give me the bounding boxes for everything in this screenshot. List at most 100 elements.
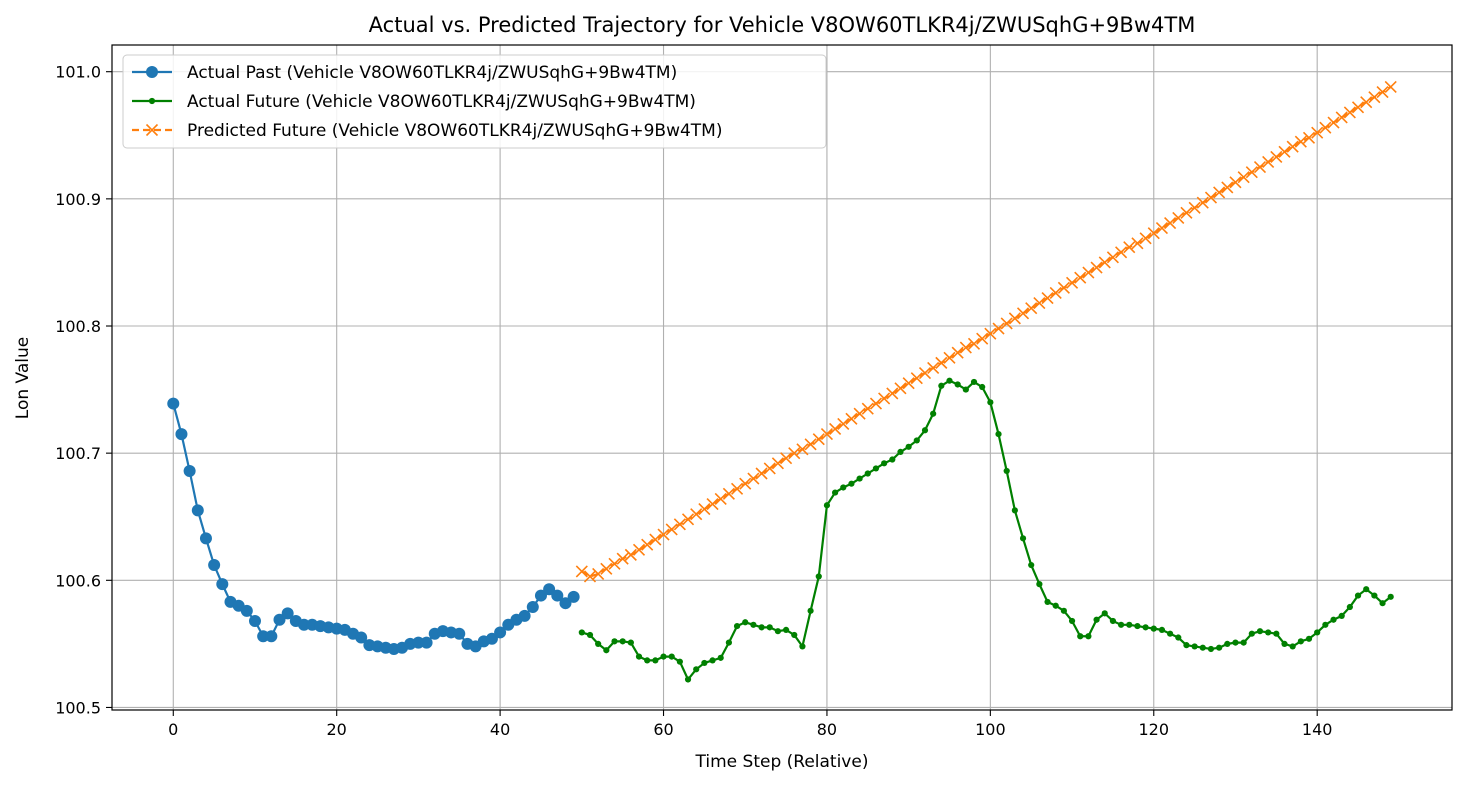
data-point xyxy=(930,410,937,417)
data-point xyxy=(1155,222,1169,235)
data-point xyxy=(649,533,662,546)
data-point xyxy=(690,508,703,521)
data-point xyxy=(812,433,825,446)
x-marker-stroke xyxy=(1016,307,1030,320)
x-marker-stroke xyxy=(943,351,956,364)
data-point xyxy=(1093,616,1100,623)
legend-box xyxy=(122,54,827,149)
data-point xyxy=(1314,629,1321,636)
x-marker-stroke xyxy=(641,538,654,551)
data-point xyxy=(1065,276,1079,289)
series-line xyxy=(581,86,1392,578)
data-point xyxy=(881,460,888,467)
data-point xyxy=(1150,625,1157,632)
series-0 xyxy=(167,397,580,655)
data-point xyxy=(420,636,433,649)
x-marker-stroke xyxy=(976,332,989,345)
data-point xyxy=(927,361,940,375)
x-marker-stroke xyxy=(1213,186,1226,199)
x-marker-stroke xyxy=(681,513,695,526)
data-point xyxy=(959,341,972,354)
x-marker-stroke xyxy=(1204,191,1218,204)
x-marker-stroke xyxy=(1319,121,1332,134)
data-point xyxy=(693,666,700,673)
data-point xyxy=(632,543,646,556)
data-point xyxy=(1253,160,1267,174)
x-marker-stroke xyxy=(1237,171,1250,184)
data-point xyxy=(861,402,874,415)
y-tick-label: 100.6 xyxy=(55,571,101,590)
data-point xyxy=(1297,638,1304,645)
data-point xyxy=(485,632,498,645)
data-point xyxy=(799,643,806,650)
legend-marker xyxy=(148,97,156,105)
x-marker-stroke xyxy=(1327,116,1340,129)
data-point xyxy=(681,513,695,526)
data-point xyxy=(1335,111,1348,124)
data-point xyxy=(567,590,580,603)
y-tick-label: 100.9 xyxy=(55,190,101,209)
data-point xyxy=(954,381,961,388)
x-marker-stroke xyxy=(1229,176,1242,189)
y-tick-label: 100.5 xyxy=(55,698,101,717)
data-point xyxy=(1360,96,1373,109)
data-point xyxy=(905,443,912,450)
data-point xyxy=(913,437,920,444)
data-point xyxy=(878,392,891,405)
data-point xyxy=(1139,232,1152,245)
data-point xyxy=(1330,616,1337,623)
data-point xyxy=(869,397,883,410)
data-point xyxy=(1074,271,1087,284)
legend-label: Predicted Future (Vehicle V8OW60TLKR4j/Z… xyxy=(187,121,722,141)
data-point xyxy=(1060,607,1067,614)
data-point xyxy=(717,654,724,661)
data-point xyxy=(962,386,969,393)
data-point xyxy=(1183,642,1190,649)
x-marker-stroke xyxy=(1008,312,1021,325)
x-marker-stroke xyxy=(845,412,858,425)
data-point xyxy=(1343,106,1356,119)
data-point xyxy=(725,639,732,646)
data-point xyxy=(1085,633,1092,640)
x-marker-stroke xyxy=(690,508,703,521)
x-marker-stroke xyxy=(1188,201,1201,214)
data-point xyxy=(921,427,929,434)
data-point xyxy=(191,504,204,517)
data-point xyxy=(624,548,637,561)
data-point xyxy=(183,464,196,477)
x-marker-stroke xyxy=(1033,297,1046,310)
data-point xyxy=(1240,639,1247,646)
data-point xyxy=(1068,617,1076,625)
data-point xyxy=(1384,80,1397,94)
x-marker-stroke xyxy=(869,397,883,410)
data-point xyxy=(668,653,675,660)
data-point xyxy=(199,532,212,545)
data-point xyxy=(1204,191,1218,204)
data-point xyxy=(635,653,643,660)
x-marker-stroke xyxy=(771,457,784,470)
data-point xyxy=(603,647,610,654)
data-point xyxy=(750,621,757,628)
x-marker-stroke xyxy=(730,482,744,495)
data-point xyxy=(1131,237,1144,250)
data-point xyxy=(897,448,904,455)
x-marker-stroke xyxy=(1270,150,1283,163)
data-point xyxy=(216,578,229,591)
x-marker-stroke xyxy=(1196,196,1209,209)
data-point xyxy=(627,639,634,646)
x-marker-stroke xyxy=(1245,166,1258,179)
data-point xyxy=(1199,644,1206,651)
data-point xyxy=(1294,135,1307,148)
data-point xyxy=(1281,640,1288,647)
x-marker-stroke xyxy=(583,570,597,583)
data-point xyxy=(894,382,907,395)
legend-marker xyxy=(146,66,158,78)
x-marker-stroke xyxy=(592,567,605,581)
x-marker-stroke xyxy=(1253,160,1267,174)
x-marker-stroke xyxy=(1286,140,1299,153)
data-point xyxy=(1082,266,1095,279)
data-point xyxy=(1106,251,1119,264)
data-point xyxy=(733,622,741,630)
data-point xyxy=(1019,535,1027,542)
data-point xyxy=(559,597,572,610)
